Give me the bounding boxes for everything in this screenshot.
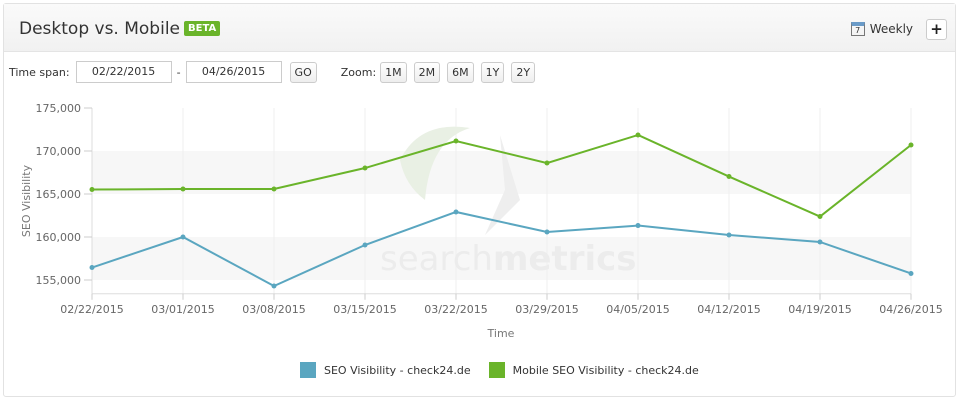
end-date-input[interactable]: 04/26/2015 — [185, 61, 282, 83]
x-tick-label: 04/19/2015 — [788, 303, 851, 316]
y-tick-label: 160,000 — [36, 231, 82, 244]
y-tick-label: 170,000 — [36, 145, 82, 158]
data-point — [89, 265, 95, 271]
legend-item[interactable]: Mobile SEO Visibility - check24.de — [488, 362, 699, 378]
x-tick-label: 02/22/2015 — [60, 303, 123, 316]
data-point — [453, 209, 459, 215]
series-line-1 — [91, 133, 912, 218]
x-tick-label: 03/22/2015 — [424, 303, 487, 316]
x-tick-label: 03/15/2015 — [333, 303, 396, 316]
y-tick-label: 165,000 — [36, 188, 82, 201]
zoom-6m-button[interactable]: 6M — [447, 61, 474, 83]
y-tick-label: 175,000 — [36, 102, 82, 115]
data-point — [362, 165, 368, 171]
grid-band — [92, 151, 911, 194]
legend: SEO Visibility - check24.de Mobile SEO Vi… — [300, 362, 699, 378]
zoom-2m-button[interactable]: 2M — [413, 61, 441, 83]
data-point — [817, 239, 823, 245]
y-axis-title: SEO Visibility — [20, 164, 33, 237]
time-controls: Time span: 02/22/2015 - 04/26/2015 GO Zo… — [9, 61, 536, 83]
data-point — [908, 142, 914, 148]
data-point — [726, 232, 732, 238]
zoom-2y-button[interactable]: 2Y — [511, 61, 536, 83]
x-tick-label: 03/01/2015 — [151, 303, 214, 316]
start-date-input[interactable]: 02/22/2015 — [75, 61, 172, 83]
interval-selector[interactable]: 7 Weekly — [850, 22, 913, 36]
data-point — [544, 160, 550, 166]
time-span-label: Time span: — [9, 65, 70, 79]
legend-label: SEO Visibility - check24.de — [324, 363, 471, 377]
beta-badge: BETA — [184, 21, 221, 36]
data-point — [362, 242, 368, 248]
add-button[interactable]: + — [926, 19, 947, 40]
data-point — [271, 283, 277, 289]
panel-header: Desktop vs. Mobile BETA 7 Weekly + — [4, 4, 955, 52]
legend-item[interactable]: SEO Visibility - check24.de — [300, 362, 471, 378]
x-tick-label: 04/26/2015 — [879, 303, 942, 316]
zoom-1y-button[interactable]: 1Y — [480, 61, 505, 83]
data-point — [817, 214, 823, 220]
legend-swatch — [300, 362, 316, 378]
panel-title: Desktop vs. Mobile BETA — [19, 19, 221, 39]
data-point — [180, 186, 186, 192]
legend-label: Mobile SEO Visibility - check24.de — [512, 363, 699, 377]
title-text: Desktop vs. Mobile — [19, 19, 181, 39]
y-tick-label: 155,000 — [36, 274, 82, 287]
watermark-text: searchmetrics — [380, 239, 637, 279]
zoom-label: Zoom: — [340, 65, 377, 79]
data-point — [89, 187, 95, 193]
zoom-1m-button[interactable]: 1M — [380, 61, 407, 83]
data-point — [271, 186, 277, 192]
data-point — [635, 132, 641, 138]
x-tick-label: 04/05/2015 — [606, 303, 669, 316]
grid-band — [92, 237, 911, 280]
data-point — [453, 138, 459, 144]
data-point — [180, 234, 186, 240]
data-point — [726, 174, 732, 180]
x-tick-label: 03/29/2015 — [515, 303, 578, 316]
watermark-star-icon — [485, 135, 520, 235]
date-separator: - — [176, 65, 181, 79]
data-point — [635, 223, 641, 229]
go-button[interactable]: GO — [289, 61, 317, 83]
interval-label: Weekly — [869, 22, 913, 36]
watermark-logo-icon — [400, 126, 470, 200]
data-point — [544, 229, 550, 235]
legend-swatch — [488, 362, 505, 378]
x-tick-label: 04/12/2015 — [697, 303, 760, 316]
data-point — [908, 270, 914, 276]
x-tick-label: 03/08/2015 — [242, 303, 305, 316]
calendar-icon: 7 — [850, 22, 865, 36]
zoom-buttons: 1M 2M 6M 1Y 2Y — [380, 61, 536, 83]
x-axis-title: Time — [487, 327, 515, 340]
series-line-0 — [91, 210, 912, 288]
